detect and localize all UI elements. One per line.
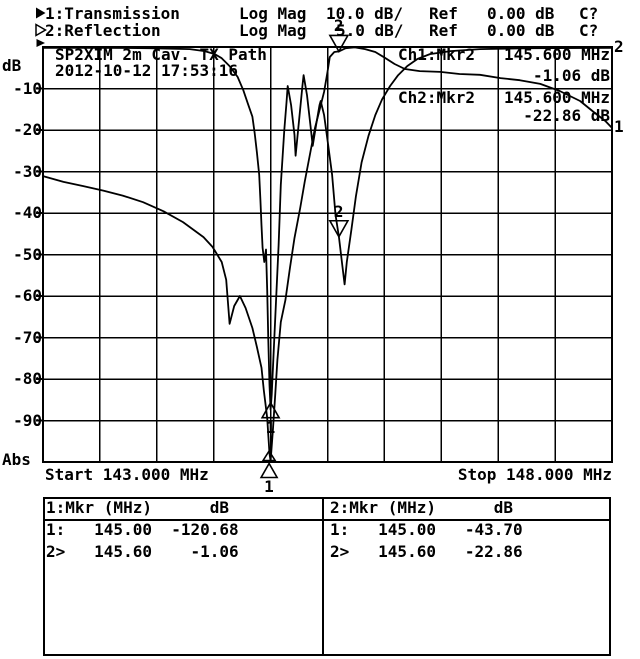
ch2-format: Log Mag <box>239 21 307 40</box>
y-tick-label: -90 <box>13 410 42 430</box>
marker-1-trace1-clipped-icon <box>261 449 277 462</box>
y-tick-label: -30 <box>13 161 42 181</box>
ch2-marker-readout-freq: 145.600 MHz <box>504 88 610 107</box>
marker-table-ch1-header: 1:Mkr (MHz) dB <box>46 498 230 517</box>
ch1-label: 1:Transmission <box>45 4 180 23</box>
marker-table-ch1-row1: 1: 145.00 -120.68 <box>46 520 239 539</box>
graph-datetime: 2012-10-12 17:53:16 <box>55 61 239 80</box>
marker-1-trace1-label: 1 <box>264 477 274 496</box>
ch1-cal-status: C? <box>579 4 599 23</box>
ch2-scale: 5.0 dB/ <box>336 21 404 40</box>
y-tick-label: -60 <box>13 286 42 305</box>
trace-1-end-label: 1 <box>614 116 624 136</box>
y-tick-label: -10 <box>13 78 42 98</box>
marker-1-trace2-icon <box>260 401 281 419</box>
ch2-ref-value: 0.00 dB <box>487 21 555 40</box>
ch2-ref-label: Ref <box>429 21 458 40</box>
marker-table-ch2-row1: 1: 145.00 -43.70 <box>330 520 523 539</box>
y-tick-label: -70 <box>13 327 42 347</box>
marker-2-trace2-label: 2 <box>333 201 344 221</box>
marker-1-trace1-icon <box>259 461 279 479</box>
ch1-marker-readout-label: Ch1:Mkr2 <box>398 45 476 64</box>
marker-2-trace1-label: 2 <box>333 16 344 36</box>
ch1-marker-readout-value: -1.06 dB <box>532 66 610 85</box>
y-tick-label: -50 <box>13 244 42 264</box>
marker-2-trace2-icon <box>328 219 350 239</box>
marker-table-frame <box>43 497 611 656</box>
ch1-scale: 10.0 dB/ <box>326 4 404 23</box>
ch1-ref-label: Ref <box>429 4 458 23</box>
marker-1-trace2-label: 1 <box>265 417 276 437</box>
marker-table-ch1-row2: 2> 145.60 -1.06 <box>46 542 239 561</box>
marker-table-ch2-header: 2:Mkr (MHz) dB <box>330 498 514 517</box>
x-axis-start-label: Start 143.000 MHz <box>45 465 209 484</box>
ch2-label: 2:Reflection <box>45 21 161 40</box>
ch2-marker-readout-value: -22.86 dB <box>523 106 610 125</box>
y-axis-unit: dB <box>2 56 22 75</box>
ch2-cal-status: C? <box>579 21 599 40</box>
marker-table-header-rule <box>43 519 611 521</box>
y-axis-bottom-label: Abs <box>2 450 31 469</box>
y-tick-label: -80 <box>13 369 42 388</box>
ch1-marker-readout-freq: 145.600 MHz <box>504 45 610 64</box>
ch1-format: Log Mag <box>239 4 307 23</box>
ch1-ref-value: 0.00 dB <box>487 4 555 23</box>
marker-table-ch2-row2: 2> 145.60 -22.86 <box>330 542 523 561</box>
x-axis-stop-label: Stop 148.000 MHz <box>457 465 612 484</box>
ch2-marker-readout-label: Ch2:Mkr2 <box>398 88 476 107</box>
y-tick-label: -20 <box>13 120 42 139</box>
marker-table-divider <box>322 497 324 656</box>
trace-2-end-label: 2 <box>614 36 624 56</box>
ref-level-arrow-icon <box>36 39 45 47</box>
y-tick-label: -40 <box>13 203 42 222</box>
